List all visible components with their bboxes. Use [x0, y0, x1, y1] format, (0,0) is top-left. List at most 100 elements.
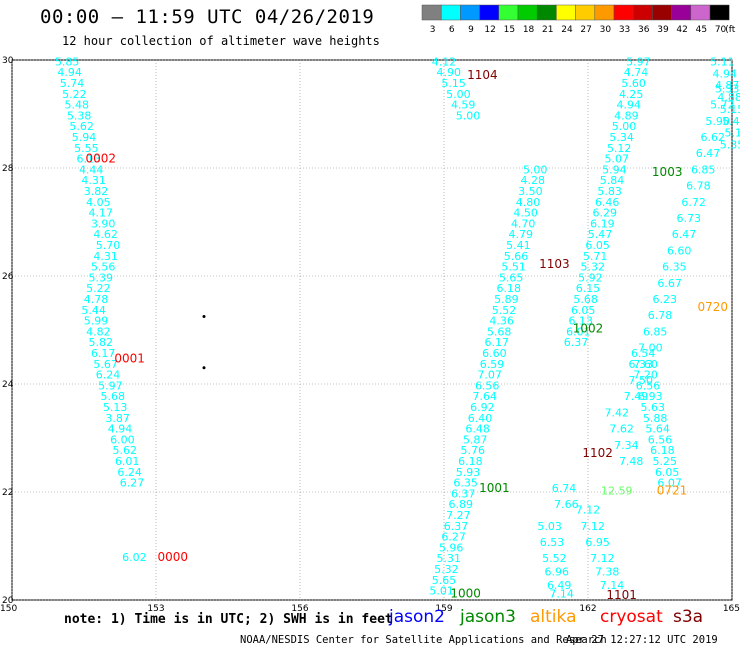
wave-height-value: 5.32 [434, 563, 459, 576]
wave-height-value: 7.12 [590, 552, 615, 565]
wave-height-value: 5.94 [602, 163, 627, 176]
wave-height-value: 4.94 [108, 423, 133, 436]
wave-height-value: 5.68 [487, 325, 512, 338]
legend-s3a: s3a [673, 607, 704, 627]
legend-tick-label: 21 [542, 25, 553, 34]
wave-height-value: 6.37 [564, 336, 589, 349]
wave-height-value: 5.15 [720, 103, 740, 116]
wave-height-value: 5.97 [98, 379, 123, 392]
wave-height-value: 5.13 [103, 401, 128, 414]
legend-tick-label: 24 [561, 25, 573, 34]
wave-height-value: 6.05 [585, 239, 610, 252]
wave-height-value: 6.49 [547, 579, 572, 592]
pass-time-label: 0002 [86, 152, 117, 166]
wave-height-value: 7.49 [624, 390, 649, 403]
pass-time-label: 1002 [573, 322, 604, 336]
wave-height-value: 5.74 [60, 77, 85, 90]
wave-height-value: 5.03 [537, 520, 562, 533]
pass-time-label: 1102 [582, 446, 613, 460]
wave-height-value: 5.44 [81, 304, 106, 317]
pass-time-label: 0001 [114, 351, 145, 365]
wave-height-value: 5.32 [581, 261, 606, 274]
wave-height-value: 5.64 [645, 423, 670, 436]
pass-time-label: 0000 [158, 550, 189, 564]
x-tick-label: 159 [435, 604, 452, 614]
wave-height-value: 6.01 [115, 455, 140, 468]
wave-height-value: 7.42 [605, 406, 630, 419]
wave-height-value: 6.17 [485, 336, 510, 349]
wave-height-value: 6.37 [451, 487, 476, 500]
wave-height-value: 6.05 [571, 304, 596, 317]
wave-height-value: 6.92 [470, 401, 495, 414]
wave-height-value: 6.62 [701, 131, 726, 144]
wave-height-value: 5.07 [605, 153, 630, 166]
wave-height-value: 4.25 [619, 88, 644, 101]
legend-tick-label: 6 [449, 25, 455, 34]
wave-height-value: 5.39 [89, 271, 114, 284]
wave-height-value: 5.15 [441, 77, 466, 90]
wave-height-value: 4.17 [89, 207, 114, 220]
wave-height-value: 4.79 [509, 228, 534, 241]
wave-height-value: 7.12 [576, 504, 601, 517]
pass-time-label: 1000 [450, 586, 481, 600]
wave-height-value: 6.78 [648, 309, 673, 322]
wave-height-value: 5.63 [641, 401, 666, 414]
pass-time-label: 0720 [698, 300, 729, 314]
wave-height-value: 6.02 [122, 551, 147, 564]
footer-note: note: 1) Time is in UTC; 2) SWH is in fe… [64, 612, 393, 627]
wave-height-value: 6.78 [686, 180, 711, 193]
wave-height-value: 7.12 [581, 520, 606, 533]
wave-height-value: 4.94 [617, 99, 642, 112]
wave-height-value: 5.52 [492, 304, 517, 317]
chart-title: 00:00 – 11:59 UTC 04/26/2019 [40, 6, 375, 28]
wave-height-value: 5.52 [542, 552, 567, 565]
wave-height-value: 6.48 [465, 423, 490, 436]
wave-height-value: 5.56 [91, 261, 116, 274]
wave-height-value: 5.68 [573, 293, 598, 306]
wave-height-value: 3.87 [105, 412, 130, 425]
wave-height-value: 5.90 [705, 115, 730, 128]
wave-height-value: 6.13 [77, 153, 102, 166]
timestamp: Apr 27 12:27:12 UTC 2019 [566, 634, 718, 646]
pass-time-label: 1101 [606, 588, 637, 602]
pass-time-label: 0721 [657, 484, 688, 498]
wave-height-value: 4.50 [513, 207, 538, 220]
x-tick-label: 156 [291, 604, 308, 614]
wave-height-value: 5.38 [67, 109, 92, 122]
wave-height-value: 5.68 [101, 390, 126, 403]
wave-height-value: 5.51 [501, 261, 526, 274]
legend-tick-label: 45 [696, 25, 707, 34]
wave-height-value: 5.66 [504, 250, 529, 263]
wave-height-value: 6.60 [482, 347, 507, 360]
wave-height-value: 6.96 [545, 566, 570, 579]
wave-height-value: 5.34 [609, 131, 634, 144]
wave-height-value: 7.50 [629, 374, 654, 387]
legend-cryosat: cryosat [600, 607, 663, 627]
wave-height-value: 5.87 [463, 433, 488, 446]
wave-height-value: 6.72 [681, 196, 706, 209]
wave-height-value: 4.31 [81, 174, 106, 187]
wave-height-value: 6.00 [110, 433, 135, 446]
wave-height-value: 5.46 [722, 115, 740, 128]
wave-height-value: 6.01 [566, 325, 591, 338]
legend-tick-label: 15 [504, 25, 515, 34]
x-tick-label: 165 [723, 604, 740, 614]
wave-height-value: 7.07 [477, 369, 502, 382]
wave-height-value: 6.37 [444, 520, 469, 533]
wave-height-value: 5.10 [725, 127, 740, 140]
wave-height-value: 6.56 [475, 379, 500, 392]
wave-height-value: 4.87 [715, 79, 740, 92]
wave-height-value: 6.15 [576, 282, 601, 295]
legend-tick-label: 36 [638, 25, 650, 34]
wave-height-value: 4.82 [86, 325, 111, 338]
legend-tick-label: 42 [676, 25, 687, 34]
wave-height-value: 5.89 [494, 293, 519, 306]
wave-height-value: 5.48 [65, 99, 90, 112]
wave-height-value: 7.38 [595, 566, 620, 579]
wave-height-value: 6.24 [96, 369, 121, 382]
pass-time-label: 1003 [652, 165, 683, 179]
wave-height-value: 4.78 [84, 293, 109, 306]
wave-height-value: 6.29 [593, 207, 618, 220]
legend-jason3: jason3 [460, 607, 516, 627]
wave-height-value: 7.34 [614, 439, 639, 452]
